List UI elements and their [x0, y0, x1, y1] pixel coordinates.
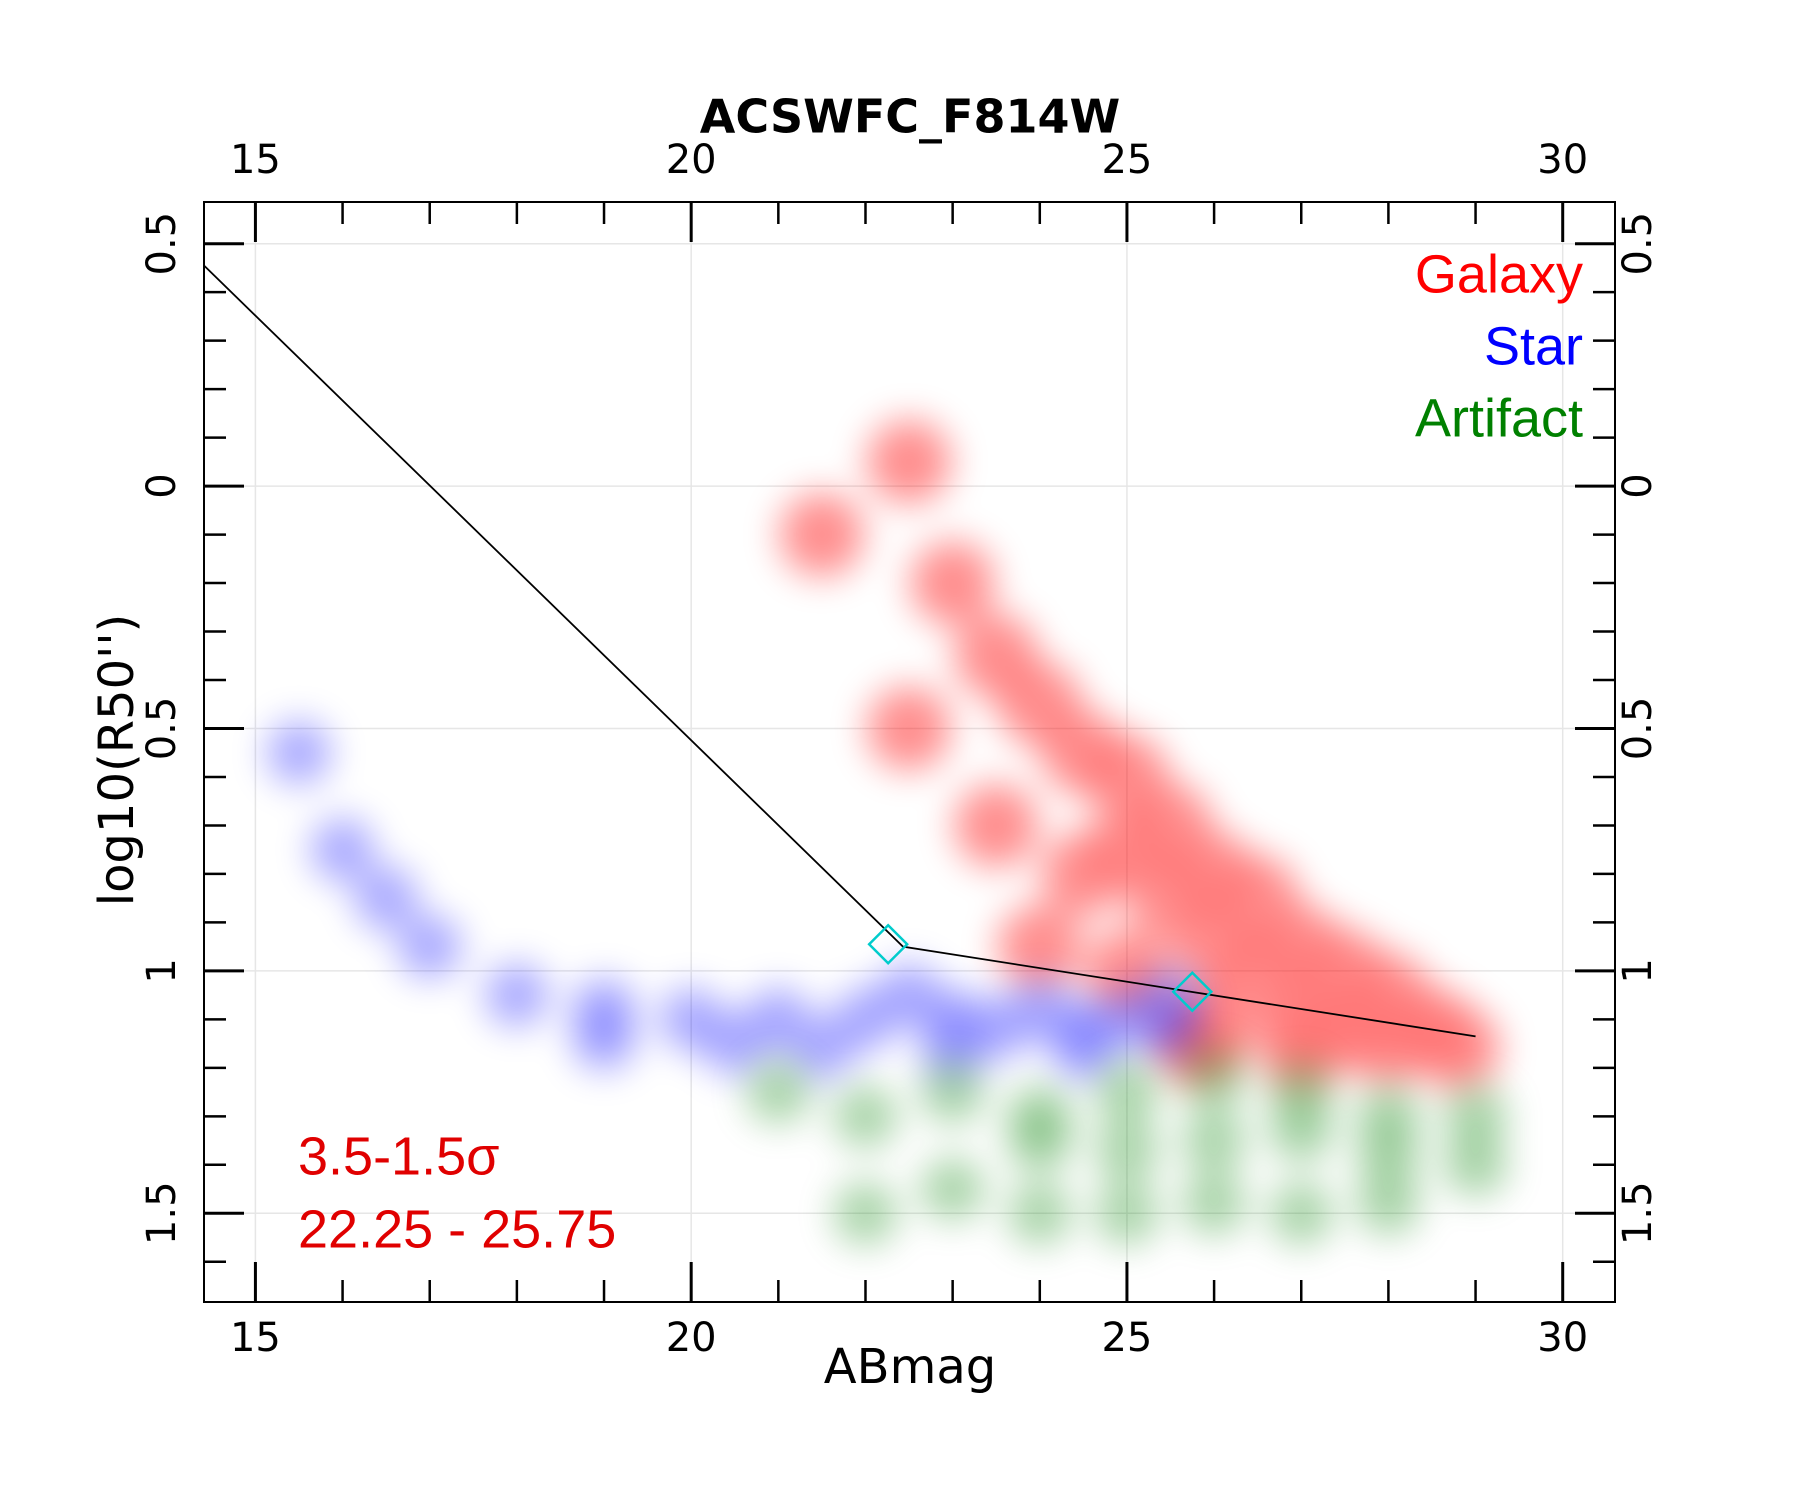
annotation: 3.5-1.5σ — [298, 1126, 499, 1186]
cut-marker — [1171, 970, 1214, 1013]
point — [920, 1157, 985, 1222]
x-tick-label: 25 — [1101, 1315, 1152, 1361]
legend-entry: Artifact — [1415, 388, 1583, 448]
point — [920, 1060, 985, 1125]
point — [266, 720, 331, 785]
point — [954, 783, 1039, 868]
point — [867, 686, 952, 771]
point — [833, 1084, 898, 1149]
point — [1182, 1108, 1247, 1173]
x-tick-label: 30 — [1537, 1315, 1588, 1361]
legend-entry: Star — [1484, 316, 1583, 376]
point — [1007, 1108, 1072, 1173]
point — [1051, 1016, 1116, 1081]
y-tick-label: 1.5 — [139, 1181, 185, 1245]
point — [1094, 1181, 1159, 1246]
point — [997, 904, 1082, 989]
point — [1094, 1118, 1159, 1183]
point — [1007, 1181, 1072, 1246]
point — [484, 963, 549, 1028]
x-tick-label: 20 — [666, 137, 717, 183]
y-tick-label: 0.5 — [1615, 212, 1661, 276]
point — [833, 1181, 898, 1246]
x-tick-label: 15 — [230, 1315, 281, 1361]
point — [910, 541, 995, 626]
y-tick-label: 0.5 — [139, 697, 185, 761]
y-tick-label: 0.5 — [1615, 697, 1661, 761]
y-tick-label: 0 — [1615, 473, 1661, 498]
point — [397, 914, 462, 979]
point — [310, 817, 375, 882]
legend-entry: Galaxy — [1415, 244, 1583, 304]
x-tick-label: 20 — [666, 1315, 717, 1361]
point — [1356, 1171, 1421, 1236]
x-tick-label: 25 — [1101, 137, 1152, 183]
plot-frame — [203, 201, 1616, 1303]
point — [354, 866, 419, 931]
point — [1138, 967, 1203, 1032]
x-tick-label: 15 — [230, 137, 281, 183]
point — [1443, 1084, 1508, 1149]
point-cloud — [746, 1045, 1508, 1246]
point — [1182, 1171, 1247, 1236]
x-tick-label: 30 — [1537, 137, 1588, 183]
point — [1356, 1123, 1421, 1188]
point — [746, 1060, 811, 1125]
point — [867, 419, 952, 504]
y-tick-label: 0 — [139, 473, 185, 498]
x-axis-label: ABmag — [824, 1339, 996, 1395]
point — [1443, 1132, 1508, 1197]
point — [1094, 1060, 1159, 1125]
y-tick-label: 1.5 — [1615, 1181, 1661, 1245]
point — [572, 1006, 637, 1071]
point — [702, 1011, 767, 1076]
point-cloud — [266, 720, 1203, 1081]
y-tick-label: 0.5 — [139, 212, 185, 276]
annotation: 22.25 - 25.75 — [298, 1199, 616, 1259]
point — [1041, 831, 1126, 916]
point — [789, 1016, 854, 1081]
point — [1269, 1098, 1334, 1163]
y-tick-label: 1 — [139, 958, 185, 983]
point — [1416, 1006, 1501, 1091]
chart-title: ACSWFC_F814W — [700, 90, 1120, 144]
cut-marker — [867, 923, 909, 965]
point — [1269, 1181, 1334, 1246]
point — [779, 492, 864, 577]
y-axis-label: log10(R50'') — [89, 614, 145, 907]
point — [1182, 1045, 1247, 1110]
y-tick-label: 1 — [1615, 958, 1661, 983]
